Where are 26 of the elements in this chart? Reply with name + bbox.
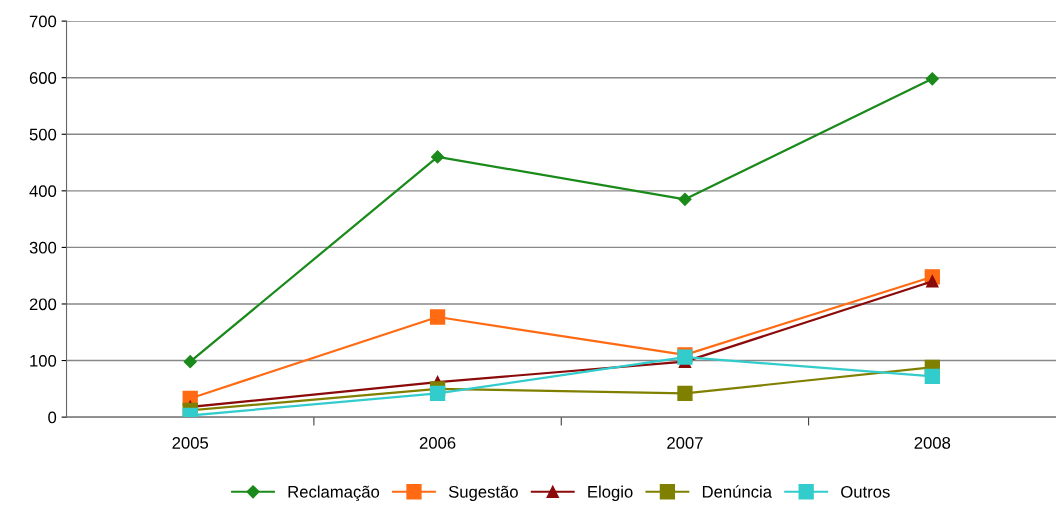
point	[677, 385, 693, 401]
point	[429, 385, 446, 401]
y-tick-label: 200	[29, 298, 57, 311]
x-tick-label: 2006	[419, 437, 456, 449]
point	[678, 192, 692, 206]
y-tick-label: 700	[29, 15, 57, 28]
x-tick-label: 2005	[172, 437, 209, 449]
y-tick-label: 400	[29, 185, 57, 198]
point	[430, 150, 445, 164]
legend-label: Reclamação	[288, 485, 380, 502]
y-tick-label: 500	[29, 128, 57, 141]
legend-label: Outros	[841, 485, 890, 498]
y-tick-label: 100	[30, 354, 57, 367]
x-tick-label: 2007	[667, 437, 703, 449]
point	[925, 72, 939, 86]
y-tick-label: 600	[29, 72, 57, 84]
point	[429, 309, 446, 325]
legend-label: Elogio	[588, 485, 633, 502]
point	[926, 275, 939, 288]
point	[924, 368, 940, 385]
legend-label: Sugestão	[448, 485, 518, 502]
y-tick-label: 0	[48, 411, 57, 424]
point	[183, 355, 197, 369]
y-tick-label: 300	[29, 241, 57, 254]
legend-label: Denúncia	[702, 485, 772, 498]
x-tick-label: 2008	[914, 437, 951, 449]
